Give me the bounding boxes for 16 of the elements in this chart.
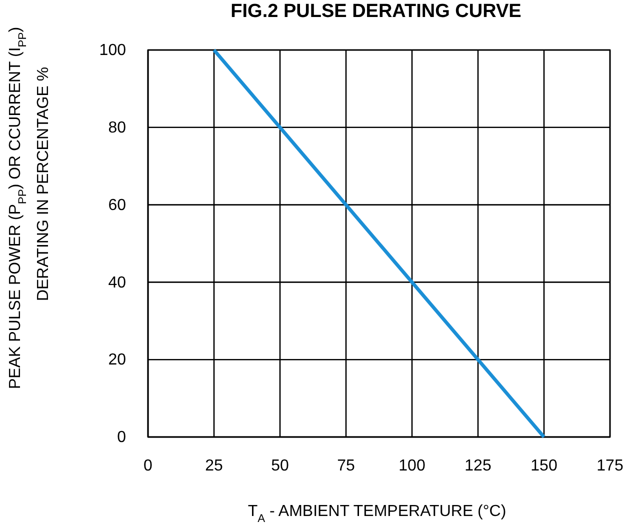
y-tick-label: 0	[117, 429, 126, 446]
x-tick-label: 25	[205, 457, 223, 474]
chart-title: FIG.2 PULSE DERATING CURVE	[230, 1, 522, 22]
x-tick-label: 150	[530, 457, 558, 474]
x-tick-label: 175	[596, 457, 624, 474]
y-tick-label: 40	[108, 274, 126, 292]
x-tick-label: 100	[398, 457, 426, 474]
x-tick-label: 0	[144, 457, 153, 474]
x-tick-label: 75	[337, 457, 355, 474]
y-tick-label: 100	[99, 42, 126, 60]
y-tick-label: 80	[108, 120, 126, 137]
y-tick-label: 60	[108, 196, 126, 214]
x-tick-label: 50	[271, 457, 289, 474]
y-tick-label: 20	[108, 352, 126, 369]
x-axis-title: T$_{A}$ - AMBIENT TEMPERATURE (°C)	[248, 503, 506, 525]
x-tick-label: 125	[464, 457, 492, 474]
